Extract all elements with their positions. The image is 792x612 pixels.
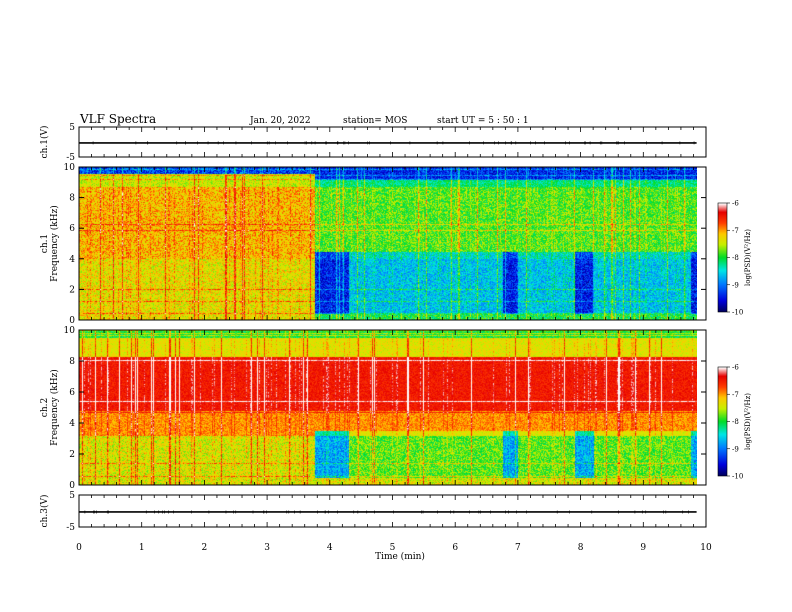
y-tick-label: 4 [69, 255, 75, 265]
y-tick-label: 5 [69, 123, 75, 133]
y-axis-label: ch.2 [40, 398, 50, 417]
x-tick-label: 8 [578, 543, 584, 553]
x-tick-label: 3 [264, 543, 270, 553]
y-tick-label: 2 [69, 285, 75, 295]
x-tick-label: 9 [640, 543, 646, 553]
start-time-label: start UT = 5 : 50 : 1 [437, 116, 529, 126]
x-tick-label: 1 [139, 543, 145, 553]
colorbar-tick-label: -9 [732, 445, 739, 453]
x-tick-label: 5 [390, 543, 396, 553]
y-tick-label: 10 [64, 163, 76, 173]
x-tick-label: 6 [452, 543, 458, 553]
colorbar-tick-label: -10 [732, 309, 743, 317]
y-tick-label: 8 [69, 194, 75, 204]
y-axis-label: Frequency (kHz) [49, 369, 60, 446]
y-tick-label: 2 [69, 450, 75, 460]
y-axis-label: ch.3(V) [39, 495, 50, 528]
y-tick-label: -5 [66, 523, 75, 533]
x-tick-label: 7 [515, 543, 521, 553]
colorbar-tick-label: -8 [732, 418, 739, 426]
y-tick-label: 4 [69, 419, 75, 429]
colorbar-tick-label: -8 [732, 254, 739, 262]
x-tick-label: 4 [327, 543, 333, 553]
figure-title: VLF Spectra [79, 112, 156, 126]
y-axis-label: ch.1(V) [39, 126, 50, 159]
colorbar-tick-label: -6 [732, 200, 739, 208]
x-tick-label: 10 [700, 543, 712, 553]
colorbar-tick-label: -10 [732, 473, 743, 481]
colorbar-2 [718, 367, 727, 476]
y-axis-label: Frequency (kHz) [49, 205, 60, 282]
colorbar-tick-label: -7 [732, 227, 739, 235]
y-tick-label: -5 [66, 153, 75, 163]
y-axis-label: ch.1 [40, 234, 50, 253]
x-tick-label: 0 [76, 543, 82, 553]
y-tick-label: 6 [69, 388, 75, 398]
station-label: station= MOS [343, 116, 407, 126]
spectrogram-image-1 [79, 167, 697, 320]
y-tick-label: 5 [69, 491, 75, 501]
spectrogram-image-2 [79, 330, 697, 485]
x-axis-label: Time (min) [375, 551, 425, 562]
x-tick-label: 2 [202, 543, 208, 553]
colorbar-tick-label: -9 [732, 281, 739, 289]
colorbar-tick-label: -7 [732, 391, 739, 399]
colorbar-1 [718, 203, 727, 312]
colorbar-label: log(PSD)(V²/Hz) [744, 229, 752, 286]
y-tick-label: 0 [69, 316, 75, 326]
y-tick-label: 6 [69, 224, 75, 234]
y-tick-label: 10 [64, 326, 76, 336]
date-label: Jan. 20, 2022 [249, 116, 311, 126]
y-tick-label: 0 [69, 481, 75, 491]
colorbar-tick-label: -6 [732, 364, 739, 372]
y-tick-label: 8 [69, 357, 75, 367]
colorbar-label: log(PSD)(V²/Hz) [744, 393, 752, 450]
